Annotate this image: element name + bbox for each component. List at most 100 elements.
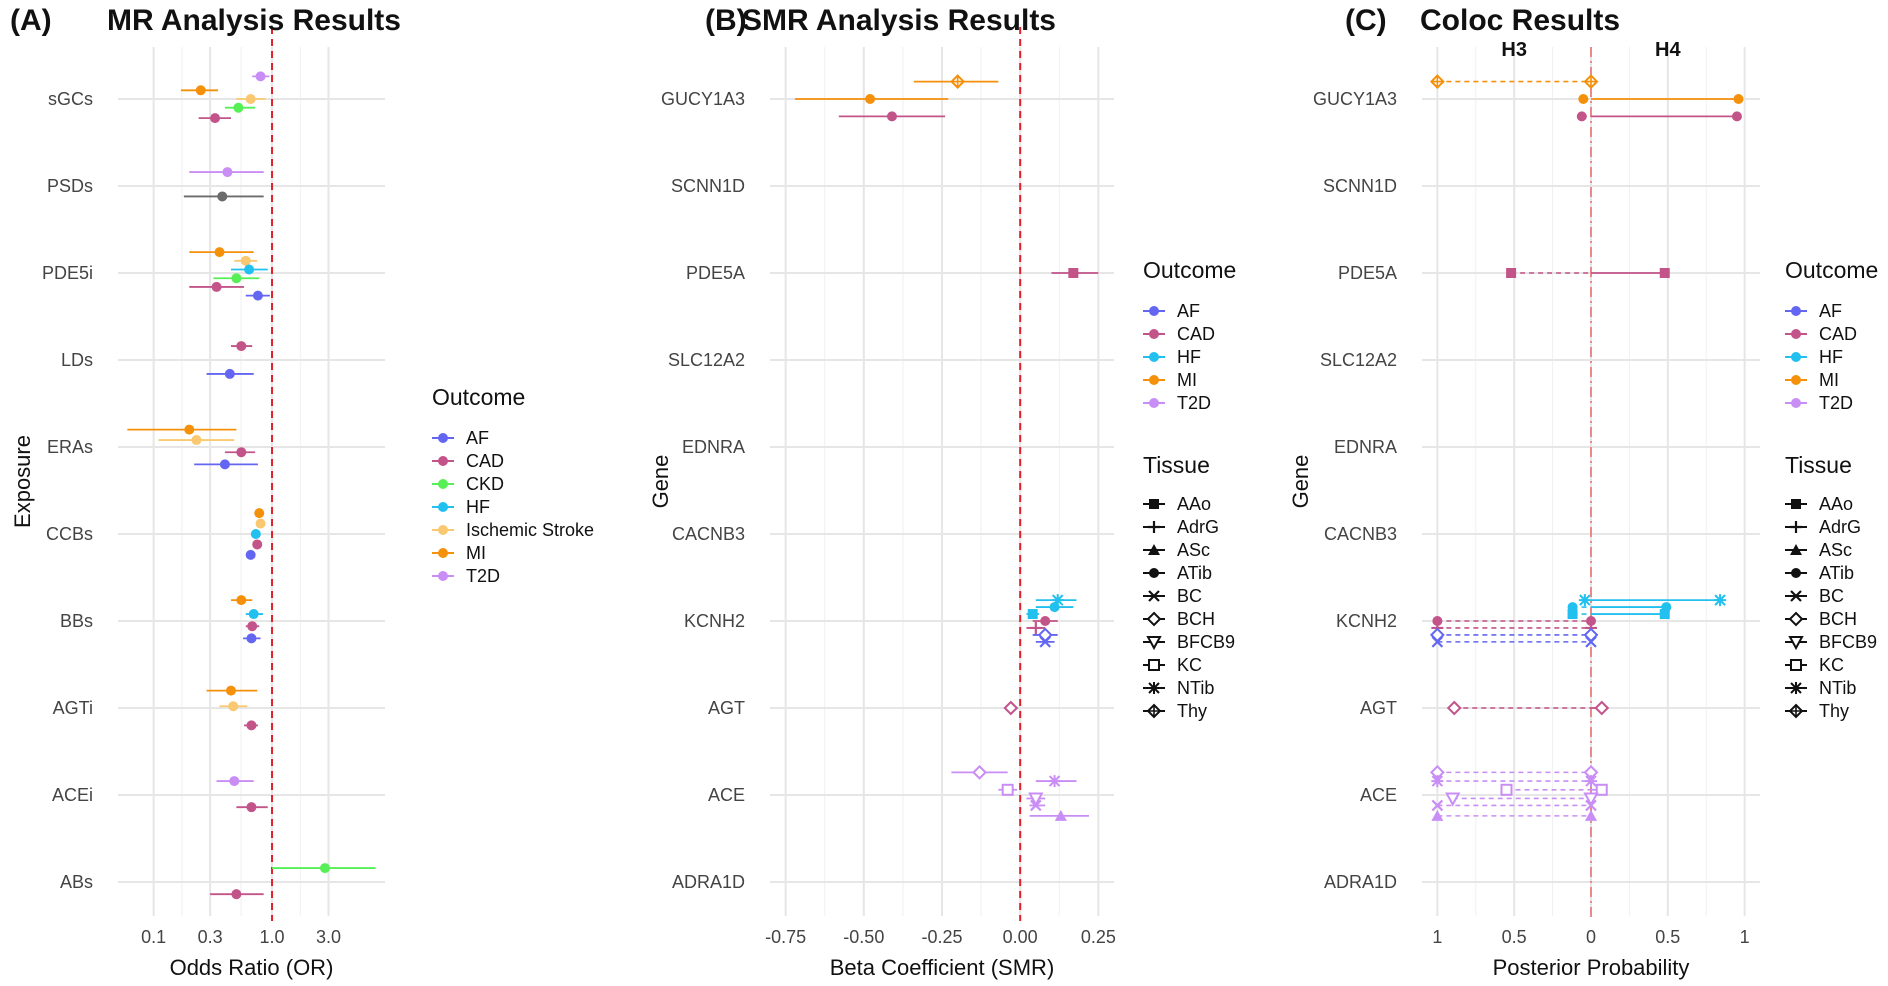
- h3-marker: [1446, 700, 1462, 716]
- point-marker: [222, 167, 233, 178]
- legend-tissue-marker: [1146, 636, 1162, 651]
- y-tick-label: SLC12A2: [668, 350, 745, 370]
- y-tick-label: AGT: [708, 698, 745, 718]
- panel-3: [1422, 47, 1807, 921]
- point-marker: [244, 264, 255, 275]
- panel-label: (B): [705, 4, 747, 37]
- x-tick-label: 1: [1432, 927, 1442, 947]
- legend-tissue-marker: [1148, 544, 1160, 555]
- legend-tissue-label: BCH: [1819, 609, 1857, 629]
- point-marker: [252, 290, 263, 301]
- legend-tissue-label: AAo: [1177, 494, 1211, 514]
- h4-marker: [1586, 616, 1596, 626]
- legend-swatch-dot: [1149, 306, 1159, 316]
- point-marker: [1039, 636, 1051, 648]
- legend-tissue-label: ASc: [1177, 540, 1210, 560]
- point-marker: [972, 764, 987, 780]
- h4-marker: [1714, 594, 1727, 607]
- point-marker: [184, 424, 195, 435]
- point-marker: [865, 94, 876, 104]
- point-marker: [1040, 616, 1051, 626]
- point-marker: [1048, 775, 1061, 788]
- point-marker: [1027, 609, 1038, 620]
- y-axis-title: Gene: [648, 455, 673, 509]
- legend-tissue-marker: [1791, 568, 1801, 578]
- y-tick-label: CCBs: [46, 524, 93, 544]
- point-marker: [246, 720, 257, 731]
- legend-tissue-marker: [1788, 636, 1804, 651]
- point-marker: [254, 508, 265, 519]
- h3-marker: [1445, 792, 1461, 807]
- x-tick-label: 3.0: [316, 927, 341, 947]
- y-tick-label: AGTi: [53, 698, 93, 718]
- y-tick-label: BBs: [60, 611, 93, 631]
- legend-tissue-marker-inner: [1149, 706, 1159, 716]
- y-tick-label: PSDs: [47, 176, 93, 196]
- h3-marker-inner: [1432, 76, 1443, 87]
- h3-marker: [1567, 609, 1578, 620]
- h4-marker-inner: [1586, 76, 1596, 87]
- panel-label: (A): [10, 4, 52, 37]
- y-axis-title: Gene: [1288, 455, 1313, 509]
- legend-swatch-dot: [438, 433, 448, 443]
- legend-tissue-marker: [1788, 611, 1804, 627]
- legend-swatch-dot: [1149, 375, 1159, 385]
- h3-marker: [1578, 94, 1589, 104]
- h3-marker: [1506, 268, 1517, 278]
- y-tick-label: SCNN1D: [1323, 176, 1397, 196]
- legend-tissue-label: ATib: [1819, 563, 1854, 583]
- legend-swatch-dot: [1791, 352, 1801, 362]
- point-marker: [224, 368, 235, 379]
- y-tick-label: GUCY1A3: [1313, 89, 1397, 109]
- legend-tissue-label: AdrG: [1177, 517, 1219, 537]
- y-axis-title: Exposure: [10, 435, 35, 528]
- point-marker: [1054, 809, 1067, 821]
- point-marker: [250, 529, 261, 539]
- legend-tissue-marker: [1149, 499, 1159, 509]
- point-marker: [210, 113, 221, 124]
- point-marker: [246, 633, 257, 644]
- point-marker: [255, 71, 266, 82]
- legend-item-label: T2D: [466, 566, 500, 586]
- y-tick-label: sGCs: [48, 89, 93, 109]
- legend-item-label: CKD: [466, 474, 504, 494]
- legend-tissue-label: NTib: [1177, 678, 1214, 698]
- point-marker: [228, 701, 239, 712]
- legend-swatch-dot: [1149, 329, 1159, 339]
- panel-title: Coloc Results: [1420, 4, 1620, 37]
- legend-tissue-label: ASc: [1819, 540, 1852, 560]
- point-marker: [1030, 799, 1042, 812]
- h3-marker: [1578, 594, 1591, 607]
- h4-marker: [1659, 268, 1670, 278]
- legend-item-label: Ischemic Stroke: [466, 520, 594, 540]
- x-tick-label: -0.25: [921, 927, 962, 947]
- y-tick-label: CACNB3: [672, 524, 745, 544]
- point-marker: [233, 102, 244, 113]
- y-tick-label: EDNRA: [682, 437, 745, 457]
- legend-tissue-label: BC: [1819, 586, 1844, 606]
- legend-tissue-marker: [1146, 611, 1162, 627]
- h4-marker: [1595, 783, 1608, 796]
- x-tick-label: 1.0: [260, 927, 285, 947]
- legend-tissue-title: Tissue: [1143, 452, 1210, 478]
- legend-item-label: AF: [466, 428, 489, 448]
- y-tick-label: ADRA1D: [1324, 872, 1397, 892]
- y-tick-label: KCNH2: [1336, 611, 1397, 631]
- legend-tissue-marker: [1791, 499, 1801, 509]
- legend-tissue-marker: [1790, 590, 1802, 602]
- x-tick-label: 1: [1740, 927, 1750, 947]
- h4-marker: [1585, 799, 1597, 812]
- x-axis-title: Odds Ratio (OR): [170, 955, 334, 980]
- y-tick-label: EDNRA: [1334, 437, 1397, 457]
- point-marker: [231, 889, 242, 900]
- h3-label: H3: [1501, 39, 1527, 61]
- y-tick-label: PDE5A: [686, 263, 745, 283]
- legend-tissue-label: KC: [1177, 655, 1202, 675]
- point-marker: [236, 447, 247, 458]
- point-marker: [1051, 594, 1064, 607]
- x-tick-label: 0.00: [1003, 927, 1038, 947]
- point-marker: [214, 247, 225, 258]
- point-marker: [211, 281, 222, 292]
- h3-marker: [1576, 111, 1587, 122]
